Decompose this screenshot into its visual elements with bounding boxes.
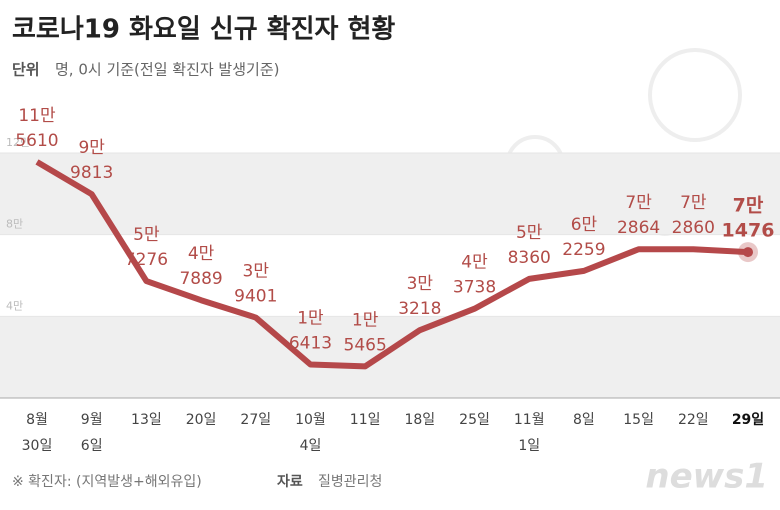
x-tick-label: 15일 (623, 412, 654, 428)
value-label: 5만 (133, 225, 160, 245)
value-label: 7만 (733, 195, 764, 217)
value-label: 1만 (297, 308, 324, 328)
line (35, 159, 749, 370)
value-label: 4만 (188, 244, 215, 264)
y-tick-label: 12만 (6, 136, 30, 149)
value-label: 3218 (398, 299, 441, 319)
value-label: 4만 (461, 253, 488, 273)
value-label: 3738 (453, 278, 496, 298)
bands (0, 152, 780, 398)
band (0, 153, 780, 235)
x-tick-label: 8월 (26, 412, 48, 428)
x-tick-label: 4일 (300, 438, 322, 454)
x-tick-label: 27일 (240, 412, 271, 428)
footer-note: ※ 확진자: (지역발생+해외유입) (12, 474, 202, 490)
x-tick-label: 22일 (678, 412, 709, 428)
value-label: 6만 (571, 215, 598, 235)
subtitle: 명, 0시 기준(전일 확진자 발생기준) (55, 61, 280, 79)
y-tick-label: 4만 (6, 299, 23, 312)
value-label: 2864 (617, 218, 660, 238)
value-label: 9만 (78, 138, 105, 158)
x-tick-label: 30일 (22, 438, 53, 454)
y-tick-label: 8만 (6, 218, 23, 231)
x-tick-label: 20일 (186, 412, 217, 428)
value-label: 5만 (516, 223, 543, 243)
x-tick-label: 11일 (350, 412, 381, 428)
x-tick-label: 10월 (295, 412, 326, 428)
x-tick-label: 9월 (81, 412, 103, 428)
value-label: 1476 (722, 220, 775, 242)
value-label: 9813 (70, 163, 113, 183)
x-tick-label: 8일 (573, 412, 595, 428)
value-label: 2860 (672, 218, 715, 238)
subtitle-label: 단위 (12, 61, 40, 79)
value-label: 9401 (234, 287, 277, 307)
value-label: 3만 (407, 274, 434, 294)
source: 질병관리청 (318, 474, 382, 490)
x-tick-label: 18일 (404, 412, 435, 428)
band (0, 316, 780, 398)
x-tick-label: 13일 (131, 412, 162, 428)
x-tick-label: 1일 (518, 438, 540, 454)
value-label: 3만 (243, 262, 270, 282)
value-label: 5610 (15, 131, 58, 151)
value-label: 7만 (625, 193, 652, 213)
value-label: 1만 (352, 310, 379, 330)
x-tick-label: 25일 (459, 412, 490, 428)
value-label: 6413 (289, 333, 332, 353)
value-label: 5465 (344, 335, 387, 355)
value-label: 7만 (680, 193, 707, 213)
title: 코로나19 화요일 신규 확진자 현황 (12, 15, 395, 45)
x-tick-label: 29일 (732, 412, 764, 428)
x-tick-label: 6일 (81, 438, 103, 454)
value-label: 2259 (562, 240, 605, 260)
source-label: 자료 (277, 474, 303, 490)
point (743, 247, 753, 258)
value-label: 11만 (18, 106, 56, 126)
value-label: 7276 (125, 250, 168, 270)
logo: news1 (645, 457, 768, 497)
x-tick-label: 11월 (514, 412, 545, 428)
value-label: 8360 (508, 248, 551, 268)
value-label: 7889 (179, 269, 222, 289)
